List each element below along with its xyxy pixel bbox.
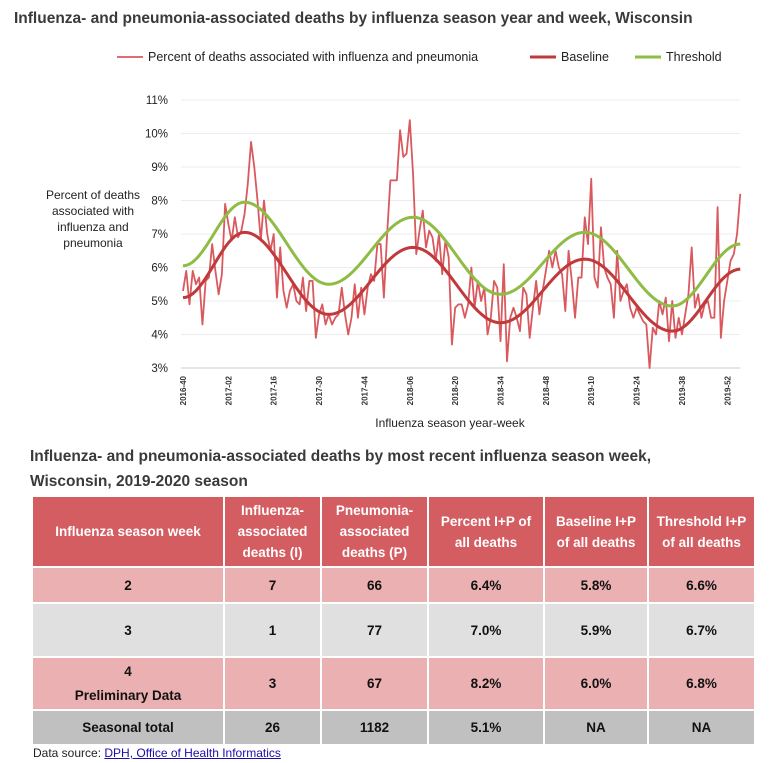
y-tick-label: 7% [151,229,168,241]
table-title: Influenza- and pneumonia-associated deat… [30,448,652,490]
y-tick-label: 11% [146,95,168,107]
table-row: 3 1 77 7.0% 5.9% 6.7% [33,604,754,656]
cell-influenza: 26 [225,711,320,744]
y-tick-label: 6% [151,263,168,275]
legend-label: Percent of deaths associated with influe… [148,50,478,64]
cell-influenza: 1 [225,604,320,656]
table-row: 2 7 66 6.4% 5.8% 6.6% [33,568,754,602]
cell-week: 4 Preliminary Data [33,658,223,709]
chart-title: Influenza- and pneumonia-associated deat… [14,10,693,27]
y-tick-label: 4% [151,330,168,342]
cell-pneumonia: 1182 [322,711,427,744]
x-tick-label: 2017-02 [224,375,233,405]
cell-threshold: 6.6% [649,568,754,602]
cell-percent: 6.4% [429,568,543,602]
cell-percent: 8.2% [429,658,543,709]
table-header-row: Influenza season week Influenza-associat… [33,497,754,566]
cell-week: 3 [33,604,223,656]
cell-week: 2 [33,568,223,602]
x-tick-label: 2019-24 [633,375,642,405]
data-source: Data source: DPH, Office of Health Infor… [33,746,281,760]
col-header-baseline: Baseline I+P of all deaths [545,497,647,566]
cell-influenza: 3 [225,658,320,709]
cell-percent: 7.0% [429,604,543,656]
col-header-pneumonia: Pneumonia-associated deaths (P) [322,497,427,566]
table-total-row: Seasonal total 26 1182 5.1% NA NA [33,711,754,744]
deaths-table: Influenza season week Influenza-associat… [31,495,756,746]
x-tick-label: 2018-34 [497,375,506,405]
y-axis-label-line: pneumonia [63,236,123,250]
x-axis-label: Influenza season year-week [375,416,525,430]
baseline-line [182,230,741,333]
x-tick-label: 2016-40 [179,375,188,405]
x-tick-label: 2018-48 [542,375,551,405]
x-tick-label: 2018-06 [406,375,415,405]
legend-percent: Percent of deaths associated with influe… [117,50,478,64]
cell-baseline: 5.8% [545,568,647,602]
cell-percent: 5.1% [429,711,543,744]
cell-pneumonia: 67 [322,658,427,709]
line-chart: 3% 4% 5% 6% 7% 8% 9% 10% 11% 2016-40 2017-02 2017-1… [117,50,742,405]
y-axis-label-line: influenza and [57,220,129,234]
cell-week: Seasonal total [33,711,223,744]
y-tick-label: 8% [151,196,168,208]
cell-baseline: NA [545,711,647,744]
legend-threshold: Threshold [635,50,722,64]
x-tick-label: 2018-20 [451,375,460,405]
x-tick-label: 2019-52 [723,375,732,405]
legend-label: Threshold [666,50,722,64]
cell-baseline: 5.9% [545,604,647,656]
cell-influenza: 7 [225,568,320,602]
y-tick-label: 10% [145,129,168,141]
col-header-influenza: Influenza-associated deaths (I) [225,497,320,566]
week-number: 4 [124,663,132,679]
y-axis-label-line: associated with [51,204,135,218]
y-tick-label: 5% [151,296,168,308]
threshold-line [182,200,741,308]
cell-pneumonia: 66 [322,568,427,602]
cell-threshold: NA [649,711,754,744]
cell-threshold: 6.8% [649,658,754,709]
x-tick-label: 2019-10 [587,375,596,405]
cell-pneumonia: 77 [322,604,427,656]
y-axis-label: Percent of deaths associated with influe… [22,187,164,251]
table-row: 4 Preliminary Data 3 67 8.2% 6.0% 6.8% [33,658,754,709]
data-source-label: Data source: [33,746,105,760]
legend-baseline: Baseline [530,50,609,64]
data-source-link[interactable]: DPH, Office of Health Informatics [104,746,281,760]
y-tick-label: 9% [151,162,168,174]
x-tick-label: 2017-16 [270,375,279,405]
preliminary-note: Preliminary Data [74,687,182,703]
col-header-percent: Percent I+P of all deaths [429,497,543,566]
x-tick-label: 2017-44 [360,375,369,405]
y-axis-label-line: Percent of deaths [45,188,141,202]
x-tick-label: 2017-30 [315,375,324,405]
cell-threshold: 6.7% [649,604,754,656]
y-tick-label: 3% [151,363,168,375]
col-header-threshold: Threshold I+P of all deaths [649,497,754,566]
percent-line [182,119,742,369]
col-header-week: Influenza season week [33,497,223,566]
legend-label: Baseline [561,50,609,64]
x-tick-label: 2019-38 [678,375,687,405]
cell-baseline: 6.0% [545,658,647,709]
